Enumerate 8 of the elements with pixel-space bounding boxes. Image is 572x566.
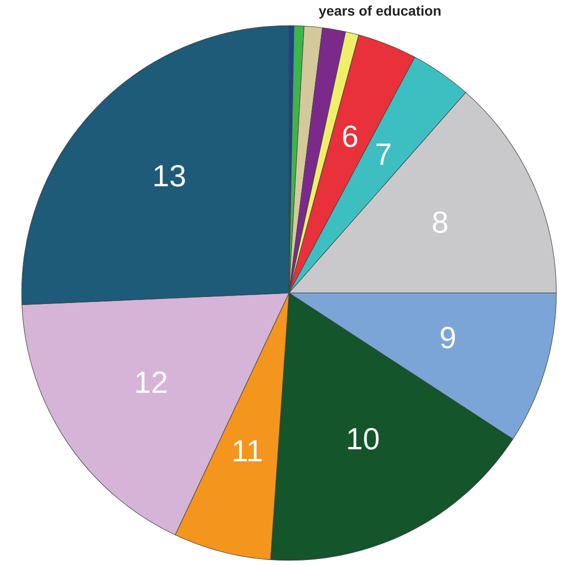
slice-label: 10 [348, 428, 379, 450]
slice-label: 11 [234, 440, 262, 462]
chart-title: years of education [318, 6, 441, 18]
slice-label: 13 [154, 164, 185, 187]
slice-label: 12 [136, 371, 167, 393]
slice-label: 9 [440, 326, 455, 348]
slice-label: 7 [376, 144, 390, 165]
slice-label: 6 [343, 125, 358, 148]
